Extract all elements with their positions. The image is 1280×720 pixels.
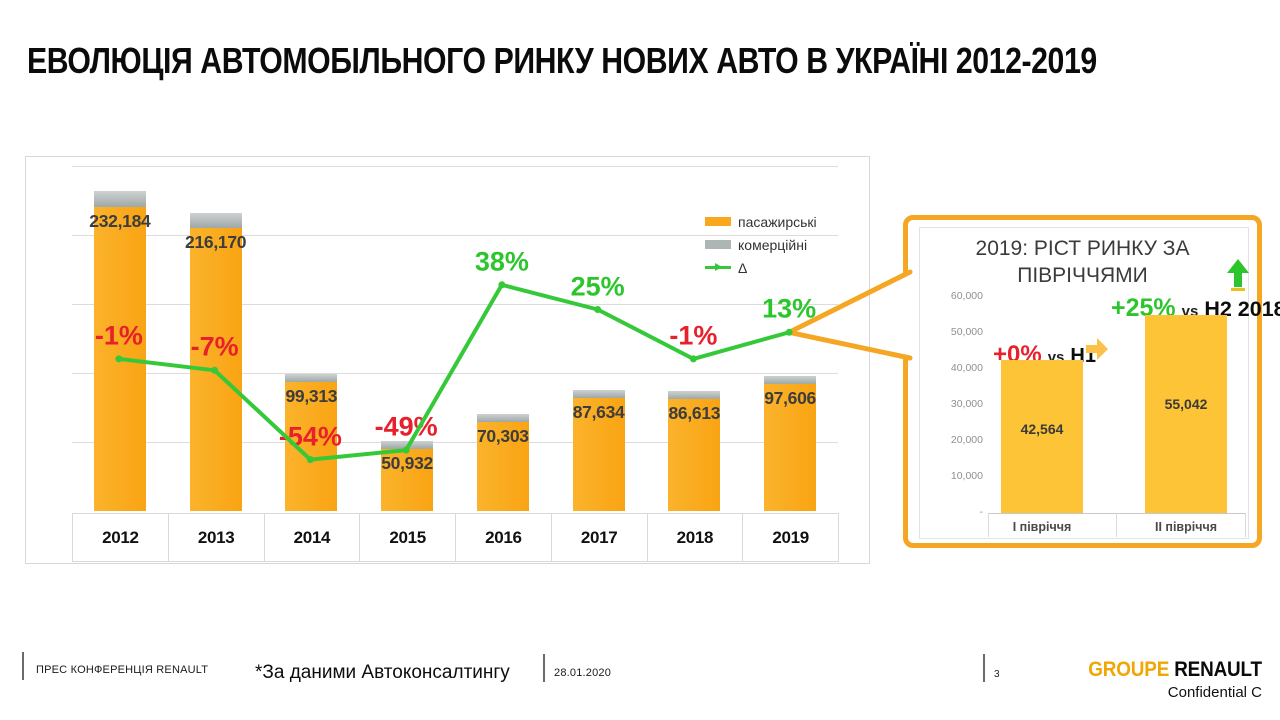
- inset-axis-tick: [1245, 513, 1246, 537]
- footer-divider: [22, 652, 24, 680]
- inset-axis-tick: [988, 513, 989, 537]
- inset-title-line2: ПІВРІЧЧЯМИ: [1017, 264, 1148, 288]
- legend-swatch: [705, 240, 731, 249]
- bar-value-label: 232,184: [89, 211, 151, 232]
- inset-ytick-10,000: 10,000: [950, 470, 983, 482]
- commercial-segment: [764, 376, 817, 385]
- footer-divider: [543, 654, 545, 682]
- year-cell-2012: 2012: [72, 513, 169, 562]
- year-cell-2015: 2015: [359, 513, 456, 562]
- inset-bar-value: 42,564: [1020, 420, 1064, 437]
- page-title: ЕВОЛЮЦІЯ АВТОМОБІЛЬНОГО РИНКУ НОВИХ АВТО…: [27, 40, 1097, 81]
- delta-label-2016: 38%: [474, 246, 529, 277]
- legend-line-arrow: [715, 263, 722, 271]
- inset-category-label: ІІ півріччя: [1154, 520, 1218, 534]
- inset-axis-tick: [1116, 513, 1117, 537]
- confidential-label: Confidential C: [1167, 684, 1262, 701]
- footer-date: 28.01.2020: [554, 667, 612, 679]
- footer-page-group: 3: [983, 654, 1000, 682]
- footer-divider: [983, 654, 985, 682]
- year-cell-2018: 2018: [646, 513, 744, 562]
- legend-label: пасажирські: [738, 213, 817, 230]
- right-arrow-icon: [1086, 338, 1108, 360]
- delta-label-2015: -49%: [374, 411, 438, 442]
- commercial-segment: [476, 413, 529, 422]
- page-number: 3: [994, 669, 1000, 680]
- delta-label-2014: -54%: [278, 421, 342, 452]
- groupe-renault-logo: GROUPE RENAULT: [1088, 658, 1262, 682]
- inset-bar-2: [1145, 314, 1227, 513]
- inset-callout-chart: 2019: РІСТ РИНКУ ЗА ПІВРІЧЧЯМИ +0% vs H1…: [903, 215, 1280, 548]
- legend-swatch: [705, 217, 731, 226]
- passenger-segment: [93, 207, 146, 511]
- bar-value-label: 99,313: [285, 385, 338, 406]
- year-cell-2014: 2014: [263, 513, 361, 562]
- bar-value-label: 70,303: [477, 425, 529, 446]
- year-cell-2019: 2019: [742, 513, 839, 562]
- gridline: [72, 235, 838, 236]
- logo-groupe-text: GROUPE: [1088, 658, 1170, 681]
- inset-bar-1: [1001, 359, 1083, 513]
- inset-ytick-40,000: 40,000: [950, 362, 983, 374]
- passenger-segment: [189, 228, 242, 511]
- year-cell-2016: 2016: [455, 513, 552, 562]
- inset-inner: 2019: РІСТ РИНКУ ЗА ПІВРІЧЧЯМИ +0% vs H1…: [903, 215, 1280, 548]
- inset-bar-value: 55,042: [1164, 396, 1208, 413]
- gridline: [72, 304, 838, 305]
- gridline: [72, 373, 838, 374]
- inset-ytick-20,000: 20,000: [950, 434, 983, 446]
- year-cell-2013: 2013: [167, 513, 265, 562]
- inset-panel-border: [919, 227, 1249, 539]
- inset-category-label: І півріччя: [1012, 520, 1072, 534]
- bar-value-label: 216,170: [185, 232, 247, 253]
- delta-label-2017: 25%: [570, 271, 625, 301]
- gridline: [72, 166, 838, 167]
- logo-renault-text: RENAULT: [1174, 658, 1262, 681]
- legend-label: Δ: [738, 259, 748, 276]
- bar-value-label: 50,932: [381, 452, 433, 473]
- inset-title-line1: 2019: РІСТ РИНКУ ЗА: [975, 237, 1190, 260]
- footer-event-label: ПРЕС КОНФЕРЕНЦІЯ RENAULT: [36, 664, 209, 676]
- commercial-segment: [285, 373, 338, 382]
- commercial-segment: [93, 190, 146, 208]
- legend-item-1: пасажирські: [705, 210, 875, 233]
- callout-border-gap: [901, 275, 910, 355]
- year-cell-2017: 2017: [550, 513, 648, 562]
- legend-label: комерційні: [738, 236, 808, 253]
- inset-ytick-50,000: 50,000: [950, 326, 983, 338]
- bar-value-label: 86,613: [668, 403, 721, 424]
- commercial-segment: [572, 390, 625, 399]
- footer-date-group: 28.01.2020: [543, 654, 611, 682]
- stacked-bar-2015: [381, 440, 434, 511]
- delta-label-2019: 13%: [762, 293, 817, 324]
- inset-ytick-30,000: 30,000: [950, 398, 983, 410]
- legend-item-2: комерційні: [705, 233, 875, 256]
- delta-label-2018: -1%: [669, 320, 718, 351]
- gridline: [72, 442, 838, 443]
- delta-label-2013: -7%: [190, 331, 239, 362]
- inset-title: 2019: РІСТ РИНКУ ЗА ПІВРІЧЧЯМИ: [903, 235, 1262, 290]
- commercial-segment: [668, 391, 721, 400]
- inset-ytick-60,000: 60,000: [950, 290, 983, 302]
- delta-label-2012: -1%: [94, 320, 143, 351]
- inset-ytick--: -: [979, 506, 984, 518]
- bar-value-label: 87,634: [572, 402, 625, 423]
- up-arrow-icon: [1227, 259, 1249, 291]
- bar-value-label: 97,606: [764, 388, 816, 409]
- footer-source-note: *За даними Автоконсалтингу: [255, 662, 510, 683]
- chart-legend: пасажирські комерційні Δ: [705, 210, 875, 279]
- commercial-segment: [189, 212, 242, 229]
- footer-left: ПРЕС КОНФЕРЕНЦІЯ RENAULT: [22, 652, 208, 680]
- legend-item-3: Δ: [705, 256, 875, 279]
- legend-line-swatch: [705, 263, 731, 272]
